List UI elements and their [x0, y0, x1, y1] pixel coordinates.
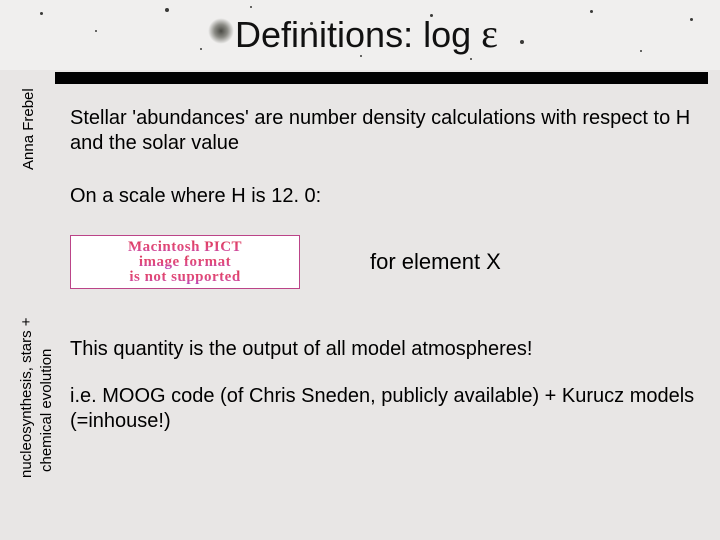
star-dot	[40, 12, 43, 15]
paragraph-scale: On a scale where H is 12. 0:	[70, 184, 700, 209]
topic-vertical-label-line1: nucleosynthesis, stars +	[18, 318, 35, 479]
pict-line3: is not supported	[129, 270, 240, 285]
author-vertical-label: Anna Frebel	[20, 88, 37, 170]
paragraph-abundances: Stellar 'abundances' are number density …	[70, 106, 700, 156]
topic-vertical-label-line2: chemical evolution	[38, 349, 55, 472]
pict-line2: image format	[139, 255, 231, 270]
pict-line1: Macintosh PICT	[128, 240, 242, 255]
star-dot	[690, 18, 693, 21]
star-dot	[520, 40, 524, 44]
pict-placeholder-box: Macintosh PICT image format is not suppo…	[70, 235, 300, 289]
paragraph-moog: i.e. MOOG code (of Chris Sneden, publicl…	[70, 384, 700, 434]
title-underline	[55, 72, 708, 84]
star-dot	[250, 6, 252, 8]
for-element-x-label: for element X	[370, 248, 501, 276]
paragraph-output: This quantity is the output of all model…	[70, 337, 700, 362]
title-prefix: Definitions: log	[235, 14, 481, 55]
content-area: Stellar 'abundances' are number density …	[70, 100, 700, 530]
star-dot	[165, 8, 169, 12]
slide-title: Definitions: log ε	[235, 10, 498, 57]
bright-star-icon	[208, 18, 234, 44]
star-dot	[200, 48, 202, 50]
star-dot	[590, 10, 593, 13]
title-epsilon: ε	[481, 11, 498, 56]
star-dot	[95, 30, 97, 32]
star-dot	[470, 58, 472, 60]
star-dot	[640, 50, 642, 52]
equation-row: Macintosh PICT image format is not suppo…	[70, 235, 700, 289]
